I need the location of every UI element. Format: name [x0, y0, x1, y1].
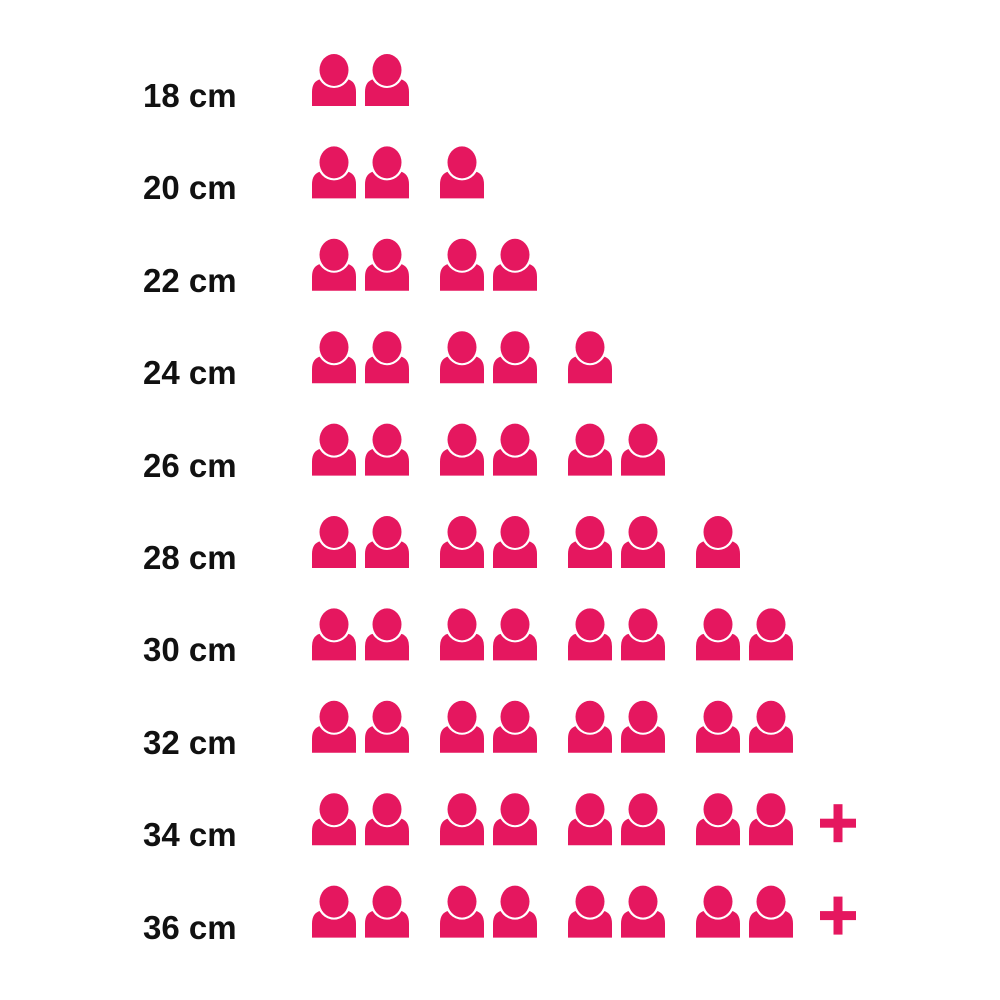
person-icon: [440, 329, 484, 384]
person-icon: [365, 52, 409, 106]
person-icon: [440, 144, 484, 199]
person-icon: [312, 883, 356, 938]
person-icon: [621, 883, 665, 938]
person-icon: [696, 514, 740, 568]
person-icon: [440, 421, 484, 476]
person-icon: [312, 698, 356, 753]
person-icon: [621, 791, 665, 846]
person-icon: [312, 606, 356, 661]
person-icon: [365, 329, 409, 384]
person-icon: [365, 144, 409, 199]
plus-icon: [820, 896, 856, 935]
person-icon: [365, 421, 409, 476]
person-icon: [696, 698, 740, 753]
person-icon: [696, 883, 740, 938]
person-icon: [312, 144, 356, 199]
person-icon: [621, 421, 665, 476]
category-label: 32 cm: [143, 723, 237, 761]
person-icon: [568, 883, 612, 938]
person-icon: [621, 606, 665, 661]
person-icon: [621, 514, 665, 568]
person-icon: [749, 791, 793, 846]
person-icon: [312, 421, 356, 476]
person-icon: [493, 698, 537, 753]
plus-icon: [820, 804, 856, 843]
person-icon: [568, 698, 612, 753]
person-icon: [493, 883, 537, 938]
person-icon: [312, 236, 356, 291]
person-icon: [493, 514, 537, 568]
person-icon: [568, 421, 612, 476]
person-icon: [440, 236, 484, 291]
person-icon: [493, 421, 537, 476]
category-label: 22 cm: [143, 261, 237, 299]
person-icon: [365, 698, 409, 753]
person-icon: [365, 236, 409, 291]
person-icon: [493, 791, 537, 846]
person-icon: [696, 791, 740, 846]
person-icon: [696, 606, 740, 661]
person-icon: [365, 514, 409, 568]
category-label: 20 cm: [143, 169, 237, 207]
person-icon: [493, 236, 537, 291]
person-icon: [749, 883, 793, 938]
category-label: 28 cm: [143, 539, 237, 576]
category-label: 24 cm: [143, 354, 237, 392]
person-icon: [312, 329, 356, 384]
person-icon: [568, 514, 612, 568]
person-icon: [440, 698, 484, 753]
person-icon: [749, 606, 793, 661]
person-icon: [568, 329, 612, 384]
person-icon: [365, 606, 409, 661]
person-icon: [365, 883, 409, 938]
person-icon: [440, 606, 484, 661]
category-label: 34 cm: [143, 816, 237, 854]
person-icon: [312, 52, 356, 106]
person-icon: [312, 791, 356, 846]
category-label: 18 cm: [143, 77, 237, 114]
person-icon: [440, 514, 484, 568]
person-icon: [621, 698, 665, 753]
person-icon: [568, 791, 612, 846]
person-icon: [312, 514, 356, 568]
person-icon: [568, 606, 612, 661]
category-label: 36 cm: [143, 908, 237, 946]
person-icon: [440, 791, 484, 846]
person-icon: [365, 791, 409, 846]
person-icon: [440, 883, 484, 938]
person-icon: [493, 606, 537, 661]
person-icon: [749, 698, 793, 753]
category-label: 30 cm: [143, 631, 237, 669]
person-icon: [493, 329, 537, 384]
category-label: 26 cm: [143, 446, 237, 484]
